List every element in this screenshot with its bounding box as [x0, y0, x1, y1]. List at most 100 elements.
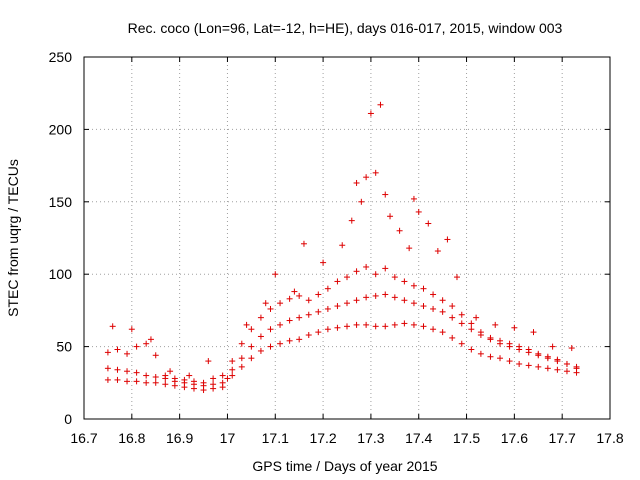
data-point	[104, 365, 111, 372]
x-tick-label: 17.8	[596, 430, 623, 446]
data-point	[549, 343, 556, 350]
data-point	[444, 236, 451, 243]
data-point	[382, 265, 389, 272]
data-point	[382, 323, 389, 330]
data-point	[468, 320, 475, 327]
data-point	[468, 326, 475, 333]
data-point	[291, 288, 298, 295]
plot-frame	[83, 56, 611, 420]
data-point	[363, 263, 370, 270]
data-point	[296, 292, 303, 299]
data-point	[229, 366, 236, 373]
data-point	[152, 352, 159, 359]
data-point	[401, 297, 408, 304]
data-point	[133, 369, 140, 376]
data-point	[248, 355, 255, 362]
data-point	[334, 278, 341, 285]
axis-ticks: 16.7 16.8 16.9 17 17.1 17.2 17.3 17.4 17.5 17.6 17…	[49, 49, 624, 446]
data-point	[382, 191, 389, 198]
data-point	[257, 333, 264, 340]
data-point	[243, 321, 250, 328]
data-point	[181, 376, 188, 383]
data-point	[324, 305, 331, 312]
data-point	[124, 368, 131, 375]
data-point	[114, 366, 121, 373]
data-point	[104, 376, 111, 383]
data-point	[396, 227, 403, 234]
data-point	[391, 294, 398, 301]
data-point	[439, 297, 446, 304]
data-point	[324, 285, 331, 292]
data-point	[286, 295, 293, 302]
data-point	[348, 217, 355, 224]
data-point	[334, 303, 341, 310]
data-point	[487, 334, 494, 341]
x-tick-label: 17.2	[309, 430, 336, 446]
x-tick-label: 16.9	[166, 430, 193, 446]
data-point	[286, 337, 293, 344]
x-tick-label: 17.3	[357, 430, 384, 446]
x-tick-label: 16.7	[70, 430, 97, 446]
data-point	[363, 294, 370, 301]
data-point	[162, 381, 169, 388]
data-point	[420, 303, 427, 310]
data-point	[563, 368, 570, 375]
data-point	[530, 329, 537, 336]
data-point	[248, 326, 255, 333]
data-points	[104, 101, 580, 394]
data-point	[434, 248, 441, 255]
data-point	[344, 300, 350, 307]
data-point	[186, 372, 193, 379]
data-point	[305, 311, 312, 318]
x-tick-label: 17.4	[405, 430, 432, 446]
data-point	[458, 340, 465, 347]
data-point	[205, 358, 212, 365]
data-point	[410, 282, 417, 289]
data-point	[286, 317, 293, 324]
data-point	[372, 169, 379, 176]
x-tick-label: 17.5	[453, 430, 480, 446]
data-point	[358, 198, 365, 205]
data-point	[406, 245, 413, 252]
data-point	[171, 375, 178, 382]
data-point	[296, 314, 303, 321]
data-point	[344, 274, 350, 281]
data-point	[458, 320, 465, 327]
data-point	[315, 308, 322, 315]
data-point	[363, 321, 370, 328]
data-point	[277, 321, 284, 328]
data-point	[420, 323, 427, 330]
data-point	[535, 363, 542, 370]
data-point	[410, 195, 417, 202]
data-point	[353, 268, 360, 275]
data-point	[497, 337, 504, 344]
data-point	[296, 336, 303, 343]
data-point	[506, 358, 513, 365]
y-tick-label: 200	[49, 121, 73, 137]
x-tick-label: 16.8	[118, 430, 145, 446]
data-point	[430, 305, 437, 312]
data-point	[511, 324, 518, 331]
data-point	[516, 360, 523, 367]
data-point	[267, 326, 274, 333]
data-point	[305, 297, 312, 304]
data-point	[229, 358, 236, 365]
y-tick-label: 0	[64, 411, 72, 427]
data-point	[449, 334, 456, 341]
data-point	[167, 368, 174, 375]
data-point	[133, 343, 140, 350]
data-point	[473, 314, 480, 321]
data-point	[516, 343, 523, 350]
data-point	[272, 271, 279, 278]
data-point	[147, 336, 154, 343]
x-tick-label: 17	[220, 430, 236, 446]
data-point	[257, 347, 264, 354]
x-tick-label: 17.7	[549, 430, 576, 446]
data-point	[143, 379, 150, 386]
data-point	[377, 101, 384, 108]
data-point	[262, 300, 269, 307]
data-point	[224, 375, 231, 382]
data-point	[267, 305, 274, 312]
data-point	[367, 110, 374, 117]
